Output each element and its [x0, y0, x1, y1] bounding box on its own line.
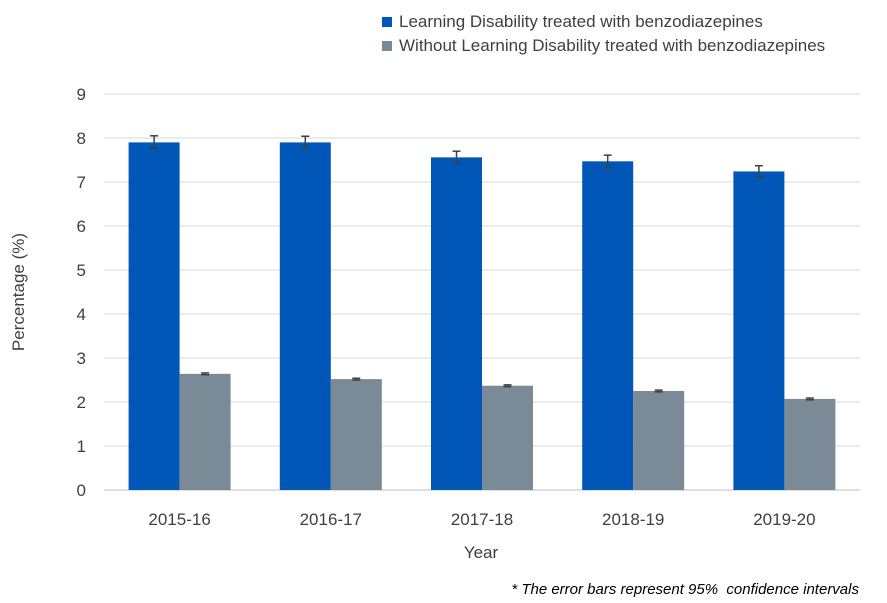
x-tick-label: 2019-20: [753, 510, 815, 529]
y-tick-label: 1: [77, 437, 86, 456]
bar: [633, 391, 685, 490]
y-tick-label: 2: [77, 393, 86, 412]
y-tick-label: 3: [77, 349, 86, 368]
bar: [128, 142, 180, 490]
legend-swatch-ld: [382, 17, 392, 27]
error-bar: [301, 135, 310, 150]
error-bar: [603, 154, 612, 169]
y-tick-label: 5: [77, 261, 86, 280]
error-bar: [201, 372, 210, 376]
legend-label-ld: Learning Disability treated with benzodi…: [399, 12, 763, 31]
legend-item-ld: Learning Disability treated with benzodi…: [382, 10, 882, 34]
error-bar: [754, 164, 763, 178]
legend: Learning Disability treated with benzodi…: [382, 10, 882, 58]
error-bar: [352, 377, 361, 381]
bars: [128, 142, 836, 491]
x-tick-label: 2018-19: [602, 510, 664, 529]
bar: [431, 157, 482, 491]
error-bar: [503, 384, 512, 388]
x-tick-label: 2015-16: [148, 510, 210, 529]
bar: [733, 171, 785, 490]
footnote: * The error bars represent 95% confidenc…: [511, 581, 859, 598]
bar: [482, 385, 533, 490]
legend-swatch-without-ld: [382, 41, 392, 51]
y-tick-label: 9: [77, 85, 86, 104]
bar: [330, 379, 382, 490]
legend-item-without-ld: Without Learning Disability treated with…: [382, 34, 882, 58]
x-tick-labels: 2015-16 2016-17 2017-18 2018-19 2019-20: [148, 510, 815, 529]
y-tick-label: 6: [77, 217, 86, 236]
x-tick-label: 2017-18: [451, 510, 513, 529]
error-bar: [150, 135, 159, 150]
error-bar: [452, 150, 461, 165]
bar: [582, 161, 634, 490]
y-tick-label: 0: [77, 481, 86, 500]
y-tick-label: 7: [77, 173, 86, 192]
y-axis-title: Percentage (%): [9, 233, 28, 351]
error-bar: [805, 397, 814, 401]
error-bar: [654, 389, 663, 393]
bar: [179, 373, 231, 490]
bar: [279, 142, 331, 490]
x-tick-label: 2016-17: [300, 510, 362, 529]
bar: [784, 398, 836, 490]
y-tick-label: 4: [77, 305, 86, 324]
y-tick-label: 8: [77, 129, 86, 148]
legend-label-without-ld: Without Learning Disability treated with…: [399, 36, 826, 55]
x-axis-title: Year: [464, 543, 499, 562]
error-bars: [150, 135, 814, 401]
y-tick-labels: 0 1 2 3 4 5 6 7 8 9: [77, 85, 86, 500]
